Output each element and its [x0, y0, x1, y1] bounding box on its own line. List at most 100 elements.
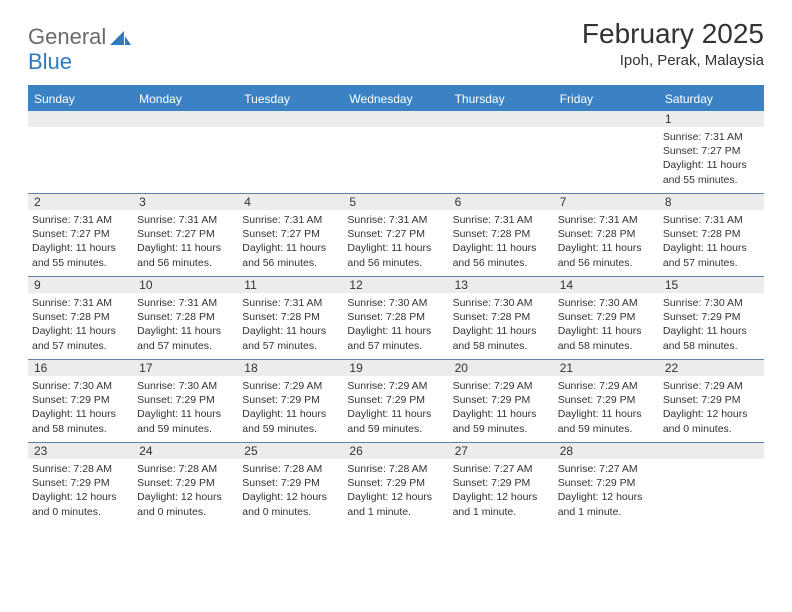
day-info: Sunrise: 7:31 AMSunset: 7:28 PMDaylight:…: [558, 213, 655, 270]
sunset-text: Sunset: 7:28 PM: [347, 310, 444, 324]
sunrise-text: Sunrise: 7:30 AM: [32, 379, 129, 393]
day-number: 17: [133, 360, 238, 376]
sunset-text: Sunset: 7:28 PM: [453, 227, 550, 241]
sunset-text: Sunset: 7:27 PM: [32, 227, 129, 241]
daylight-text: Daylight: 11 hours and 59 minutes.: [453, 407, 550, 435]
daylight-text: Daylight: 11 hours and 56 minutes.: [242, 241, 339, 269]
day-number: 5: [343, 194, 448, 210]
day-info: Sunrise: 7:28 AMSunset: 7:29 PMDaylight:…: [347, 462, 444, 519]
sunset-text: Sunset: 7:29 PM: [32, 393, 129, 407]
day-number: 25: [238, 443, 343, 459]
day-header-mon: Monday: [133, 87, 238, 111]
day-info: Sunrise: 7:27 AMSunset: 7:29 PMDaylight:…: [558, 462, 655, 519]
week-row: 16Sunrise: 7:30 AMSunset: 7:29 PMDayligh…: [28, 360, 764, 443]
day-info: Sunrise: 7:31 AMSunset: 7:27 PMDaylight:…: [32, 213, 129, 270]
day-number: 16: [28, 360, 133, 376]
day-info: Sunrise: 7:31 AMSunset: 7:27 PMDaylight:…: [242, 213, 339, 270]
day-cell: .: [238, 111, 343, 193]
day-number: 13: [449, 277, 554, 293]
day-number: .: [659, 443, 764, 459]
daylight-text: Daylight: 11 hours and 58 minutes.: [32, 407, 129, 435]
daylight-text: Daylight: 11 hours and 59 minutes.: [242, 407, 339, 435]
day-info: Sunrise: 7:30 AMSunset: 7:29 PMDaylight:…: [32, 379, 129, 436]
daylight-text: Daylight: 11 hours and 59 minutes.: [137, 407, 234, 435]
daylight-text: Daylight: 11 hours and 57 minutes.: [242, 324, 339, 352]
sunrise-text: Sunrise: 7:28 AM: [347, 462, 444, 476]
day-number: .: [238, 111, 343, 127]
sunrise-text: Sunrise: 7:29 AM: [242, 379, 339, 393]
day-cell: 17Sunrise: 7:30 AMSunset: 7:29 PMDayligh…: [133, 360, 238, 442]
day-header-wed: Wednesday: [343, 87, 448, 111]
day-cell: 22Sunrise: 7:29 AMSunset: 7:29 PMDayligh…: [659, 360, 764, 442]
day-number: 9: [28, 277, 133, 293]
day-cell: 10Sunrise: 7:31 AMSunset: 7:28 PMDayligh…: [133, 277, 238, 359]
day-cell: 1Sunrise: 7:31 AMSunset: 7:27 PMDaylight…: [659, 111, 764, 193]
sunset-text: Sunset: 7:29 PM: [242, 393, 339, 407]
day-number: 21: [554, 360, 659, 376]
sunset-text: Sunset: 7:27 PM: [663, 144, 760, 158]
daylight-text: Daylight: 12 hours and 0 minutes.: [663, 407, 760, 435]
day-info: Sunrise: 7:31 AMSunset: 7:28 PMDaylight:…: [32, 296, 129, 353]
daylight-text: Daylight: 12 hours and 1 minute.: [347, 490, 444, 518]
day-info: Sunrise: 7:28 AMSunset: 7:29 PMDaylight:…: [242, 462, 339, 519]
day-info: Sunrise: 7:30 AMSunset: 7:28 PMDaylight:…: [453, 296, 550, 353]
day-cell: 24Sunrise: 7:28 AMSunset: 7:29 PMDayligh…: [133, 443, 238, 525]
day-info: Sunrise: 7:31 AMSunset: 7:28 PMDaylight:…: [242, 296, 339, 353]
day-number: 3: [133, 194, 238, 210]
day-number: 6: [449, 194, 554, 210]
day-cell: 19 Sunrise: 7:29 AMSunset: 7:29 PMDayligh…: [343, 360, 448, 442]
sunset-text: Sunset: 7:29 PM: [663, 393, 760, 407]
day-number: 14: [554, 277, 659, 293]
daylight-text: Daylight: 11 hours and 57 minutes.: [137, 324, 234, 352]
sunset-text: Sunset: 7:27 PM: [137, 227, 234, 241]
day-number: 23: [28, 443, 133, 459]
day-number: 4: [238, 194, 343, 210]
day-info: Sunrise: 7:29 AMSunset: 7:29 PMDaylight:…: [663, 379, 760, 436]
month-title: February 2025: [582, 18, 764, 50]
day-number: 8: [659, 194, 764, 210]
sunset-text: Sunset: 7:29 PM: [347, 476, 444, 490]
day-cell: 13 Sunrise: 7:30 AMSunset: 7:28 PMDayligh…: [449, 277, 554, 359]
sunset-text: Sunset: 7:28 PM: [32, 310, 129, 324]
daylight-text: Daylight: 12 hours and 1 minute.: [453, 490, 550, 518]
day-info: Sunrise: 7:29 AMSunset: 7:29 PMDaylight:…: [347, 379, 444, 436]
day-info: Sunrise: 7:31 AMSunset: 7:28 PMDaylight:…: [453, 213, 550, 270]
sunset-text: Sunset: 7:27 PM: [347, 227, 444, 241]
day-number: 20: [449, 360, 554, 376]
daylight-text: Daylight: 11 hours and 55 minutes.: [663, 158, 760, 186]
day-info: Sunrise: 7:31 AMSunset: 7:28 PMDaylight:…: [663, 213, 760, 270]
day-number: .: [449, 111, 554, 127]
week-row: ......1Sunrise: 7:31 AMSunset: 7:27 PMDa…: [28, 111, 764, 194]
sunset-text: Sunset: 7:28 PM: [242, 310, 339, 324]
day-cell: .: [659, 443, 764, 525]
day-number: 1: [659, 111, 764, 127]
day-number: 19: [343, 360, 448, 376]
sunset-text: Sunset: 7:29 PM: [558, 310, 655, 324]
sunset-text: Sunset: 7:29 PM: [32, 476, 129, 490]
day-number: 7: [554, 194, 659, 210]
sunrise-text: Sunrise: 7:31 AM: [453, 213, 550, 227]
day-cell: 21Sunrise: 7:29 AMSunset: 7:29 PMDayligh…: [554, 360, 659, 442]
sunrise-text: Sunrise: 7:31 AM: [32, 213, 129, 227]
daylight-text: Daylight: 11 hours and 56 minutes.: [347, 241, 444, 269]
day-cell: 7 Sunrise: 7:31 AMSunset: 7:28 PMDaylight…: [554, 194, 659, 276]
day-info: Sunrise: 7:28 AMSunset: 7:29 PMDaylight:…: [137, 462, 234, 519]
sunset-text: Sunset: 7:28 PM: [137, 310, 234, 324]
day-info: Sunrise: 7:29 AMSunset: 7:29 PMDaylight:…: [242, 379, 339, 436]
logo-sail-icon: [110, 28, 132, 46]
sunrise-text: Sunrise: 7:31 AM: [558, 213, 655, 227]
sunset-text: Sunset: 7:29 PM: [453, 393, 550, 407]
weeks-container: ......1Sunrise: 7:31 AMSunset: 7:27 PMDa…: [28, 111, 764, 525]
day-number: 15: [659, 277, 764, 293]
day-cell: 14Sunrise: 7:30 AMSunset: 7:29 PMDayligh…: [554, 277, 659, 359]
sunrise-text: Sunrise: 7:29 AM: [663, 379, 760, 393]
sunset-text: Sunset: 7:29 PM: [137, 476, 234, 490]
day-header-sun: Sunday: [28, 87, 133, 111]
day-cell: 23Sunrise: 7:28 AMSunset: 7:29 PMDayligh…: [28, 443, 133, 525]
sunrise-text: Sunrise: 7:29 AM: [558, 379, 655, 393]
daylight-text: Daylight: 11 hours and 56 minutes.: [558, 241, 655, 269]
day-cell: 2Sunrise: 7:31 AMSunset: 7:27 PMDaylight…: [28, 194, 133, 276]
sunset-text: Sunset: 7:29 PM: [242, 476, 339, 490]
sunrise-text: Sunrise: 7:28 AM: [137, 462, 234, 476]
sunset-text: Sunset: 7:29 PM: [453, 476, 550, 490]
